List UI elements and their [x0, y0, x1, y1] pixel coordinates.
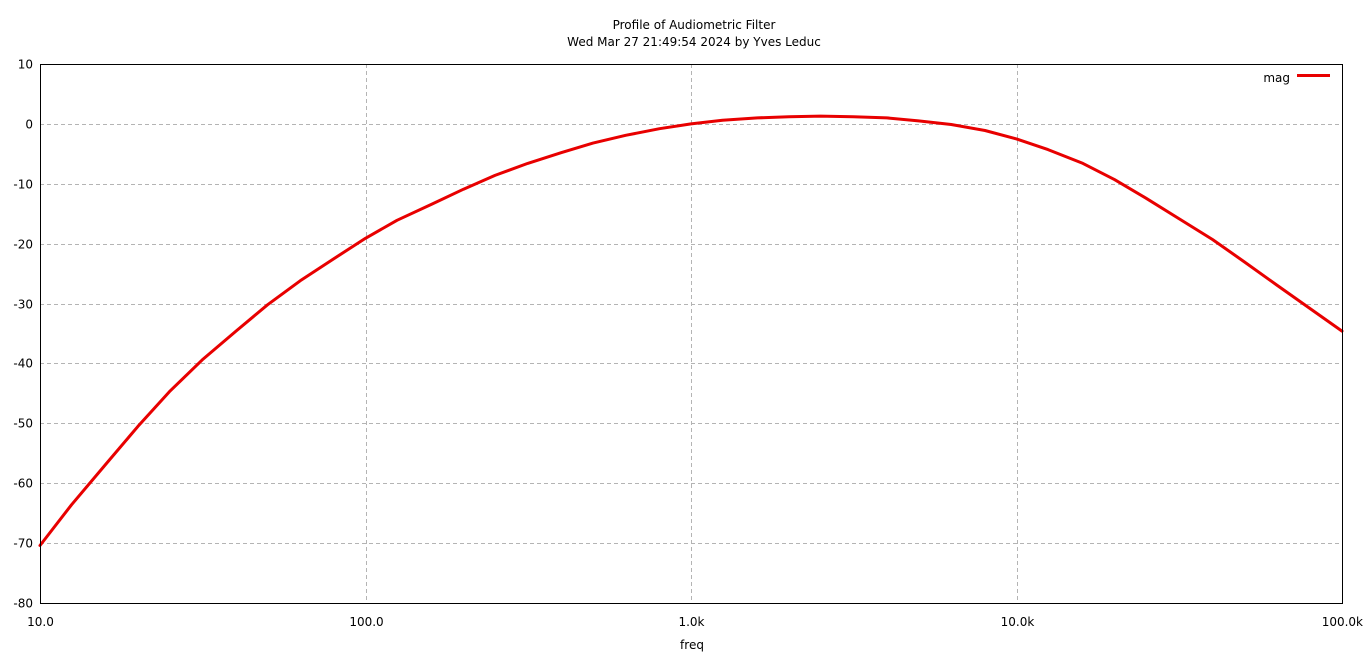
series-line-mag	[38, 114, 1344, 547]
y-tick-label: -30	[13, 298, 33, 312]
y-tick-label: -20	[13, 238, 33, 252]
x-tick-label: 100.0k	[1322, 615, 1363, 629]
y-tick-label: -40	[13, 357, 33, 371]
chart-subtitle: Wed Mar 27 21:49:54 2024 by Yves Leduc	[567, 35, 821, 49]
x-tick-label: 10.0	[27, 615, 54, 629]
y-tick-label: -80	[13, 597, 33, 611]
legend-label-mag: mag	[1263, 71, 1290, 85]
y-tick-label: 0	[25, 118, 33, 132]
y-tick-label: -50	[13, 417, 33, 431]
y-tick-label: -70	[13, 537, 33, 551]
x-tick-label: 1.0k	[678, 615, 704, 629]
x-axis-ticks: 10.0 100.0 1.0k 10.0k 100.0k	[27, 615, 1363, 629]
y-axis-ticks: 10 0 -10 -20 -30 -40 -50 -60 -70 -80	[13, 58, 33, 611]
series-layer	[38, 114, 1344, 547]
x-tick-label: 100.0	[349, 615, 383, 629]
y-tick-label: 10	[18, 58, 33, 72]
chart-title: Profile of Audiometric Filter	[613, 18, 776, 32]
x-tick-label: 10.0k	[1001, 615, 1035, 629]
y-tick-label: -10	[13, 178, 33, 192]
legend: mag	[1263, 71, 1330, 85]
plot-frame	[40, 64, 1343, 604]
x-axis-label: freq	[680, 638, 704, 652]
grid	[40, 64, 1342, 603]
y-tick-label: -60	[13, 477, 33, 491]
